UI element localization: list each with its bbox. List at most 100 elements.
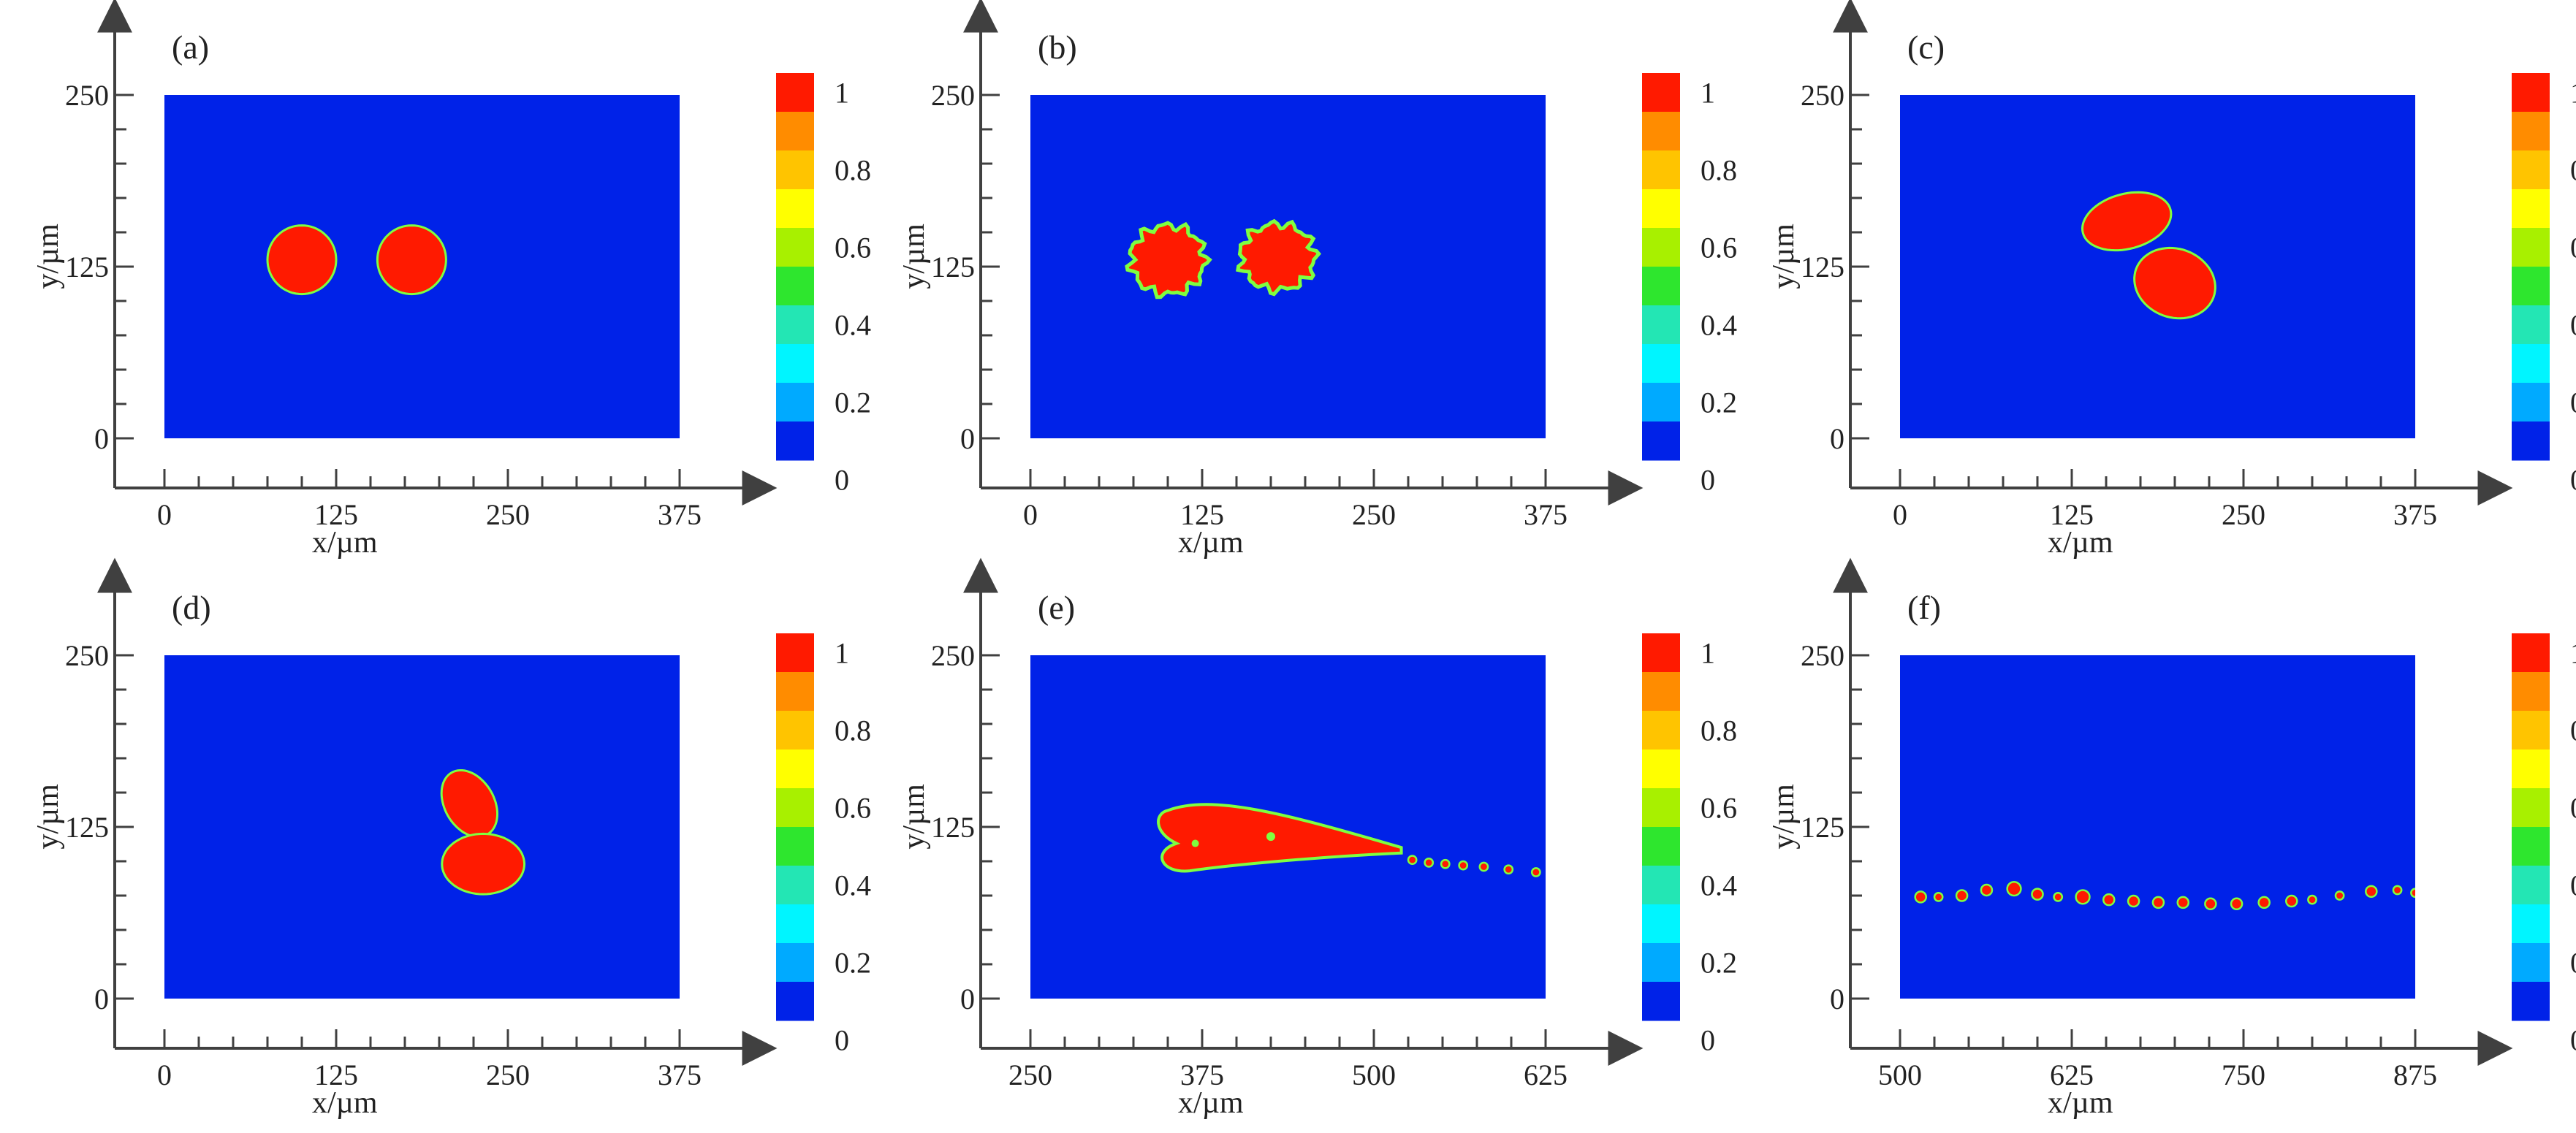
x-tick-label: 375 [658,1058,702,1091]
panel-b: 0 125 250 0 125 250 375 x/µm y/µm (b) 1 0.8 0.6 0.4 0.… [897,0,1737,560]
satellite-droplet [2006,880,2022,897]
x-tick-label: 375 [1524,498,1568,531]
colorbar-tick-label: 0.2 [1701,386,1737,419]
x-tick-label: 375 [1180,1058,1224,1091]
satellite-droplet [2365,885,2378,899]
droplet-layer [1125,218,1321,300]
colorbar-band [776,228,814,267]
satellite-droplet [1424,857,1435,868]
colorbar-band [776,866,814,905]
colorbar-band [1642,344,1680,384]
x-tick-label: 875 [2393,1058,2437,1091]
colorbar-band [1642,827,1680,866]
y-tick-label: 0 [1830,983,1844,1015]
panel-label: (d) [172,589,211,626]
satellite-droplet [2230,897,2243,911]
satellite-droplet [1503,864,1514,875]
y-tick-label: 250 [65,79,109,112]
colorbar-band [1642,788,1680,828]
colorbar-tick-label: 1 [2570,637,2576,670]
phase-field-area [1900,655,2415,999]
panel-label: (b) [1038,28,1077,66]
colorbar-tick-label: 0.4 [2570,869,2576,902]
x-tick-label: 0 [1893,498,1907,531]
colorbar-band [776,305,814,345]
colorbar-tick-label: 0.2 [835,947,871,980]
jet-body [1157,803,1403,873]
colorbar-tick-label: 0.4 [835,309,871,342]
panel-e: 0 125 250 250 375 500 625 x/µm y/µm (e) 1 0.8 0.6 0.4… [897,557,1737,1120]
colorbar-band [776,112,814,151]
colorbar-band [1642,189,1680,229]
satellite-droplet [2285,894,2298,908]
colorbar-tick-label: 0 [1701,464,1715,497]
panel-label: (a) [172,28,209,66]
y-axis-label: y/µm [897,224,931,289]
colorbar-band [2512,633,2550,673]
y-axis-label: y/µm [31,784,65,850]
colorbar-tick-label: 0.4 [835,869,871,902]
colorbar-tick-label: 0.8 [2570,154,2576,187]
satellite-droplet [2102,893,2116,907]
droplet-layer [440,768,526,896]
colorbar-band [1642,228,1680,267]
colorbar-band [2512,943,2550,983]
colorbar-tick-label: 1 [1701,77,1715,110]
colorbar-tick-label: 0.8 [1701,154,1737,187]
y-axis-label: y/µm [31,224,65,289]
colorbar-band [1642,904,1680,944]
y-tick-label: 250 [1801,639,1844,672]
droplet [376,224,447,296]
satellite-droplet [2176,896,2190,909]
y-axis-label: y/µm [1767,784,1801,850]
satellite-droplet [1914,890,1927,904]
x-tick-label: 125 [1180,498,1224,531]
x-tick-label: 0 [157,1058,172,1091]
droplet [2081,191,2173,252]
colorbar-tick-label: 0.2 [1701,947,1737,980]
colorbar-tick-label: 0.4 [2570,309,2576,342]
panel-label: (e) [1038,589,1075,626]
satellite-droplet [1407,855,1418,866]
colorbar-band [776,421,814,461]
colorbar-band [1642,112,1680,151]
droplet-layer [266,224,447,296]
colorbar-band [776,150,814,190]
x-tick-label: 250 [486,498,530,531]
colorbar-tick-label: 1 [2570,77,2576,110]
colorbar-tick-label: 0.6 [835,232,871,264]
satellite-droplet [2053,891,2064,902]
colorbar-band [776,749,814,789]
colorbar-tick-label: 0.4 [1701,869,1737,902]
colorbar-band [1642,672,1680,712]
colorbar-band [2512,112,2550,151]
droplet [441,832,526,896]
satellite-droplet [1980,883,1994,897]
panel-a: 0 125 250 0 125 250 375 x/µm y/µm (a) 1 0.8 0.6 0.4 0.… [31,0,871,560]
colorbar-tick-label: 0.2 [2570,386,2576,419]
x-tick-label: 750 [2222,1058,2265,1091]
panel-f: 0 125 250 500 625 750 875 x/µm y/µm (f) 1 0.8 0.6 0.4… [1767,557,2576,1120]
x-tick-label: 625 [1524,1058,1568,1091]
colorbar-band [776,943,814,983]
colorbar-tick-label: 1 [835,637,849,670]
y-tick-label: 0 [94,422,109,455]
colorbar-band [776,711,814,750]
y-tick-label: 250 [1801,79,1844,112]
colorbar-band [1642,150,1680,190]
satellite-droplet [2257,896,2271,909]
droplet [1125,221,1212,300]
colorbar-band [776,189,814,229]
x-axis-label: x/µm [312,526,378,560]
colorbar-band [2512,305,2550,345]
x-tick-label: 0 [157,498,172,531]
colorbar-band [1642,421,1680,461]
x-axis-label: x/µm [1178,1086,1244,1120]
colorbar-band [1642,267,1680,306]
y-tick-label: 125 [931,251,975,283]
y-tick-label: 125 [65,251,109,283]
colorbar-band [776,827,814,866]
colorbar-band [2512,711,2550,750]
x-axis-label: x/µm [2048,526,2113,560]
droplet [440,768,499,839]
